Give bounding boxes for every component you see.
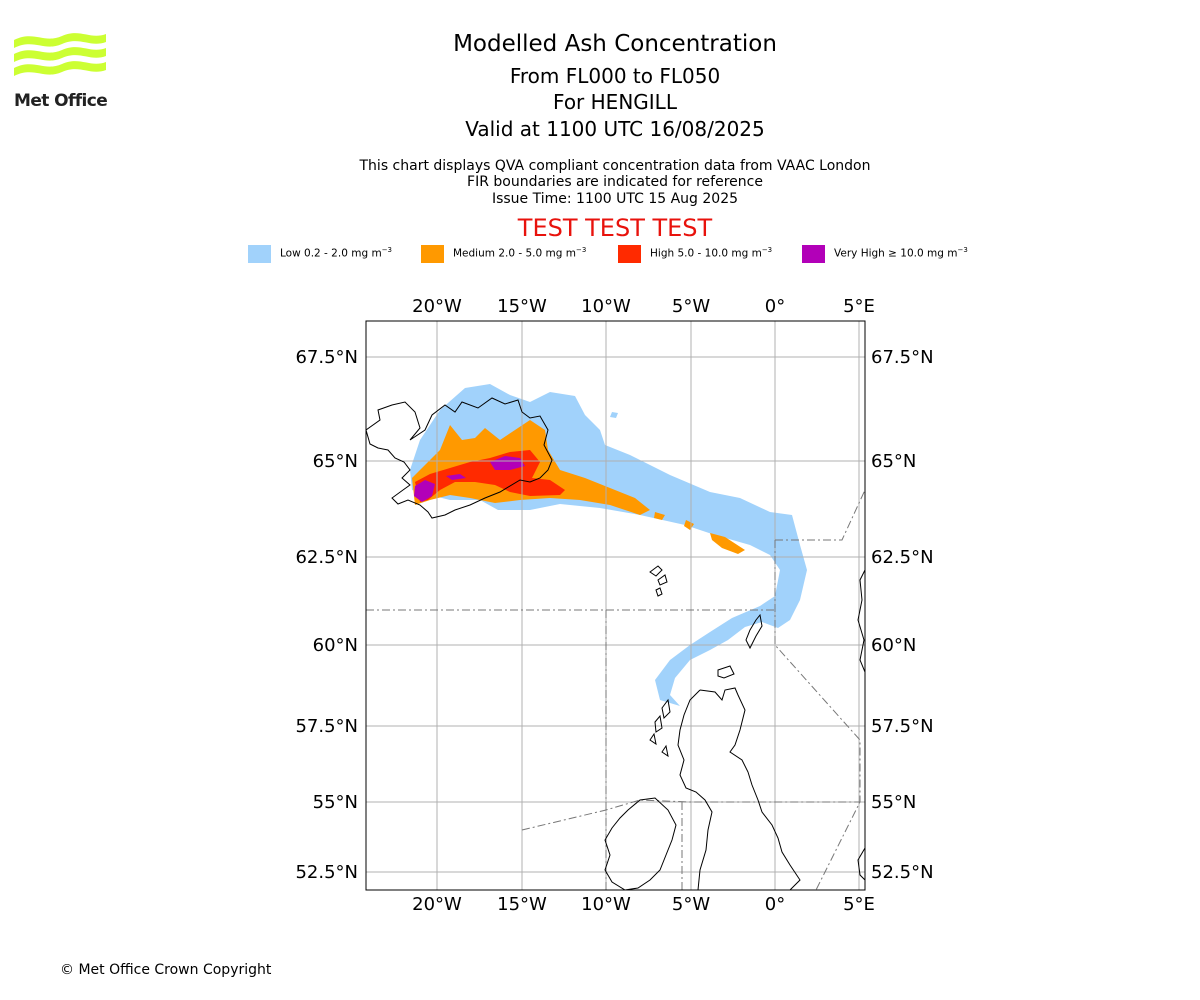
lat-tick-left: 67.5°N [295, 347, 358, 368]
lon-tick-bottom: 5°W [672, 894, 710, 915]
legend-label-high: High 5.0 - 10.0 mg m−3 [650, 246, 773, 260]
flight-level-range: From FL000 to FL050 [509, 64, 721, 88]
logo-text: Met Office [14, 91, 108, 111]
lon-tick-bottom: 15°W [497, 894, 547, 915]
legend-label-low: Low 0.2 - 2.0 mg m−3 [280, 246, 393, 260]
lon-tick-bottom: 5°E [843, 894, 875, 915]
ash-very-high-area [490, 456, 525, 470]
lat-tick-right: 52.5°N [871, 862, 934, 883]
legend-swatch-medium [421, 245, 444, 263]
lat-tick-left: 52.5°N [295, 862, 358, 883]
lon-tick-top: 5°W [672, 296, 710, 317]
lat-tick-right: 55°N [871, 792, 916, 813]
lat-tick-left: 60°N [313, 635, 358, 656]
lon-tick-top: 10°W [581, 296, 631, 317]
lon-tick-bottom: 10°W [581, 894, 631, 915]
map-frame [365, 320, 866, 891]
shetland [745, 613, 763, 650]
copyright-notice: © Met Office Crown Copyright [60, 962, 272, 978]
test-banner: TEST TEST TEST [517, 214, 713, 242]
lat-tick-right: 60°N [871, 635, 916, 656]
volcano-name: For HENGILL [553, 90, 677, 114]
orkney [717, 665, 735, 679]
issue-time: Issue Time: 1100 UTC 15 Aug 2025 [491, 191, 739, 207]
norway-coast [857, 569, 865, 673]
hebrides [649, 698, 671, 758]
legend-swatch-high [618, 245, 641, 263]
iceland-coast [366, 397, 553, 519]
faroe-islands [649, 565, 668, 597]
lon-tick-bottom: 20°W [412, 894, 462, 915]
legend-swatch-very-high [802, 245, 825, 263]
legend-label-very-high: Very High ≥ 10.0 mg m−3 [834, 246, 968, 260]
ash-very-high-area [446, 474, 466, 480]
ash-medium-blob [710, 533, 745, 554]
ash-medium-blob [654, 512, 665, 520]
fir-boundaries [366, 489, 865, 890]
lon-tick-top: 5°E [843, 296, 875, 317]
ash-very-high-area [414, 480, 435, 502]
fir-note: FIR boundaries are indicated for referen… [467, 174, 763, 190]
ireland-coast [604, 797, 677, 890]
lon-tick-top: 15°W [497, 296, 547, 317]
lat-tick-right: 67.5°N [871, 347, 934, 368]
ash-low-area [410, 384, 807, 706]
scotland-coast [677, 687, 801, 890]
ash-high-area [415, 450, 565, 502]
lat-tick-right: 62.5°N [871, 547, 934, 568]
lat-tick-right: 57.5°N [871, 716, 934, 737]
lon-tick-top: 20°W [412, 296, 462, 317]
lat-tick-left: 55°N [313, 792, 358, 813]
lat-tick-right: 65°N [871, 451, 916, 472]
lon-tick-bottom: 0° [765, 894, 785, 915]
gridlines [366, 321, 865, 890]
coastlines [366, 397, 865, 890]
met-office-logo [14, 33, 106, 76]
denmark-coast [857, 847, 865, 881]
lat-tick-left: 65°N [313, 451, 358, 472]
lat-tick-left: 62.5°N [295, 547, 358, 568]
lon-tick-top: 0° [765, 296, 785, 317]
valid-time: Valid at 1100 UTC 16/08/2025 [465, 117, 765, 141]
legend-swatch-low [248, 245, 271, 263]
legend-label-medium: Medium 2.0 - 5.0 mg m−3 [453, 246, 587, 260]
ash-low-blob [610, 412, 618, 418]
chart-title: Modelled Ash Concentration [453, 31, 777, 57]
description-text: This chart displays QVA compliant concen… [359, 158, 871, 174]
lat-tick-left: 57.5°N [295, 716, 358, 737]
